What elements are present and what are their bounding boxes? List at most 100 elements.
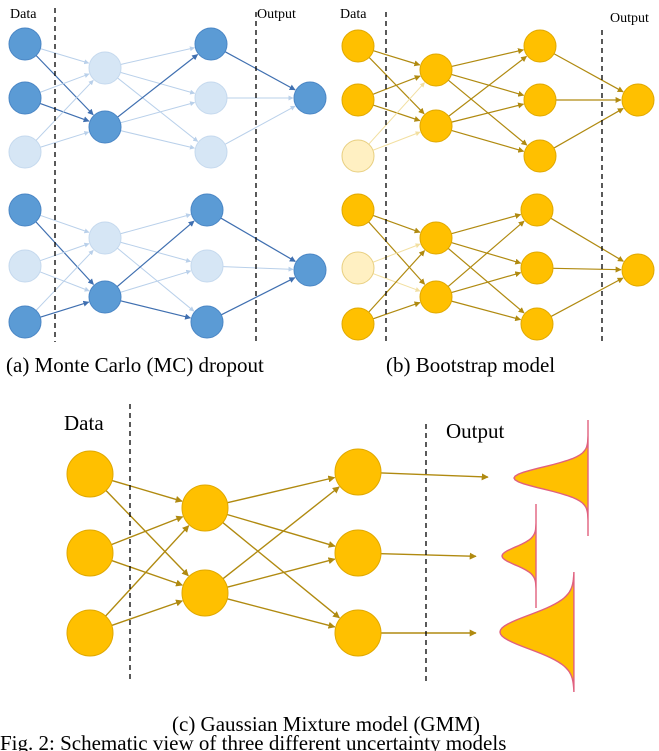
boot-edge [451,271,522,294]
mc-hidden-node [88,221,122,255]
boot-edge [368,82,425,145]
gmm-output-distribution [513,420,589,536]
mc-edge [120,101,196,124]
mc-edge [117,77,199,142]
boot-edge [451,102,525,123]
boot-edge [550,277,624,317]
gmm-edge [105,490,189,577]
boot-hidden-node [419,109,453,143]
boot-edge [447,220,525,288]
mc-hidden-node [194,27,228,61]
gmm-hidden-node [334,529,382,577]
boot-edge [368,250,426,313]
mc-edge [35,221,94,285]
gmm-edge [227,475,336,504]
mc-input-node [8,249,42,283]
boot-edge [550,217,624,262]
boot-edge [372,243,421,263]
mc-edge [117,247,195,312]
boot-edge [552,266,622,273]
gmm-edge [111,559,183,587]
mc-edge [224,51,296,91]
boot-edge [451,213,522,235]
boot-input-node [341,139,375,173]
boot-hidden-node [520,193,554,227]
mc-edge [120,71,196,95]
mc-edge [220,217,296,262]
boot-edge [553,53,624,93]
mc-output-node [293,81,327,115]
boot-input-node [341,307,375,341]
panel-bootstrap [341,12,655,342]
gmm-edge [380,552,477,560]
mc-hidden-node [190,193,224,227]
panel-b-data-label: Data [340,7,367,22]
boot-edge [447,247,525,314]
boot-edge [451,241,522,265]
gmm-output-distribution [499,571,575,693]
boot-hidden-node [523,83,557,117]
boot-edge [372,131,421,151]
boot-input-node [341,193,375,227]
mc-edge [120,241,192,263]
mc-edge [116,220,195,288]
boot-hidden-node [419,53,453,87]
mc-input-node [8,305,42,339]
gmm-edge [111,515,184,546]
mc-edge [39,102,90,123]
mc-edge [120,269,192,293]
boot-hidden-node [520,307,554,341]
gmm-edge [227,598,336,629]
mc-input-node [8,27,42,61]
mc-input-node [8,193,42,227]
gmm-input-node [66,609,114,657]
panel-a-output-label: Output [257,7,296,22]
mc-hidden-node [190,249,224,283]
panel-b-caption: (b) Bootstrap model [386,353,555,377]
boot-edge [448,55,528,117]
mc-edge [35,55,94,116]
gmm-input-node [66,529,114,577]
gmm-edge [222,522,340,619]
panel-c-output-label: Output [446,419,505,443]
boot-input-node [341,29,375,63]
gmm-edge [222,486,340,580]
boot-edge [372,75,421,95]
boot-edge [451,48,525,67]
mc-hidden-node [88,280,122,314]
gmm-hidden-node [334,609,382,657]
gmm-edge [226,513,336,548]
panel-a-caption: (a) Monte Carlo (MC) dropout [6,353,264,377]
mc-edge [39,214,90,234]
mc-edge [120,300,192,320]
gmm-hidden-node [181,484,229,532]
panel-c-data-label: Data [64,411,104,435]
mc-edge [40,300,90,318]
mc-edge [39,73,90,93]
mc-edge [120,130,195,150]
boot-input-node [341,83,375,117]
panel-a-data-label: Data [10,7,37,22]
boot-hidden-node [520,251,554,285]
boot-hidden-node [523,29,557,63]
gmm-edge [111,479,183,503]
boot-edge [372,301,421,320]
boot-edge [373,50,421,67]
gmm-edge [111,599,183,627]
boot-hidden-node [523,139,557,173]
gmm-output-distribution [501,504,537,608]
boot-hidden-node [419,221,453,255]
gmm-edge [380,472,489,481]
mc-edge [120,213,192,235]
mc-edge [224,105,296,145]
gmm-hidden-node [334,448,382,496]
boot-edge [451,300,522,322]
mc-edge [117,54,199,118]
mc-edge [40,131,90,148]
gmm-input-node [66,450,114,498]
mc-hidden-node [88,51,122,85]
boot-edge [451,129,525,153]
mc-hidden-node [194,81,228,115]
panel-mc-dropout [8,8,327,342]
